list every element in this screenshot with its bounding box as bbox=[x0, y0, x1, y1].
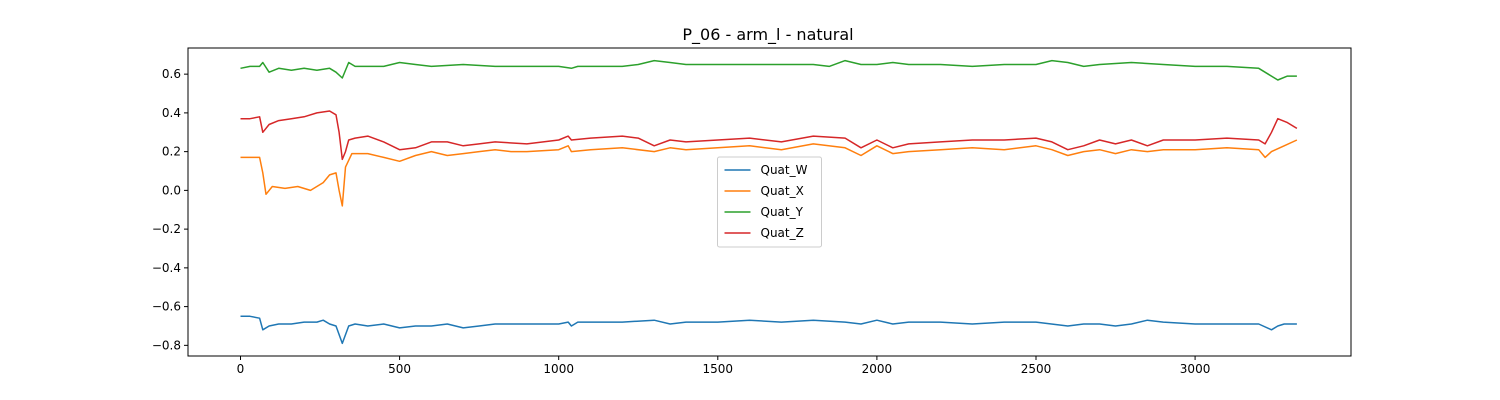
series-line-quat-z bbox=[240, 110, 1298, 161]
x-tick-label: 1000 bbox=[543, 362, 574, 376]
x-tick-label: 0 bbox=[237, 362, 245, 376]
series-layer bbox=[240, 59, 1298, 345]
plot-frame bbox=[187, 47, 1352, 357]
y-tick-label: −0.8 bbox=[152, 338, 181, 352]
y-tick-label: 0.0 bbox=[162, 183, 181, 197]
x-tick-label: 3000 bbox=[1180, 362, 1211, 376]
y-tick-label: −0.2 bbox=[152, 222, 181, 236]
series-line-quat-y bbox=[240, 59, 1297, 81]
y-tick-label: −0.4 bbox=[152, 261, 181, 275]
x-axis: 0 500 1000 1500 2000 2500 3000 bbox=[237, 356, 1211, 376]
x-tick-label: 2000 bbox=[862, 362, 893, 376]
legend-box bbox=[717, 156, 822, 248]
y-tick-label: 0.4 bbox=[162, 106, 181, 120]
legend-label: Quat_Z bbox=[761, 226, 804, 240]
y-axis: 0.6 0.4 0.2 0.0 −0.2 −0.4 −0.6 −0.8 bbox=[152, 67, 188, 352]
x-tick-label: 500 bbox=[388, 362, 411, 376]
legend-label: Quat_X bbox=[761, 184, 804, 198]
x-tick-label: 2500 bbox=[1021, 362, 1052, 376]
y-tick-label: 0.2 bbox=[162, 145, 181, 159]
legend-label: Quat_Y bbox=[761, 205, 804, 219]
series-line-quat-x bbox=[240, 139, 1298, 207]
legend: Quat_W Quat_X Quat_Y Quat_Z bbox=[717, 156, 822, 248]
chart-title: P_06 - arm_l - natural bbox=[682, 25, 853, 45]
y-tick-label: 0.6 bbox=[162, 67, 181, 81]
x-tick-label: 1500 bbox=[703, 362, 734, 376]
legend-label: Quat_W bbox=[761, 163, 808, 177]
series-line-quat-w bbox=[240, 315, 1297, 345]
y-tick-label: −0.6 bbox=[152, 300, 181, 314]
